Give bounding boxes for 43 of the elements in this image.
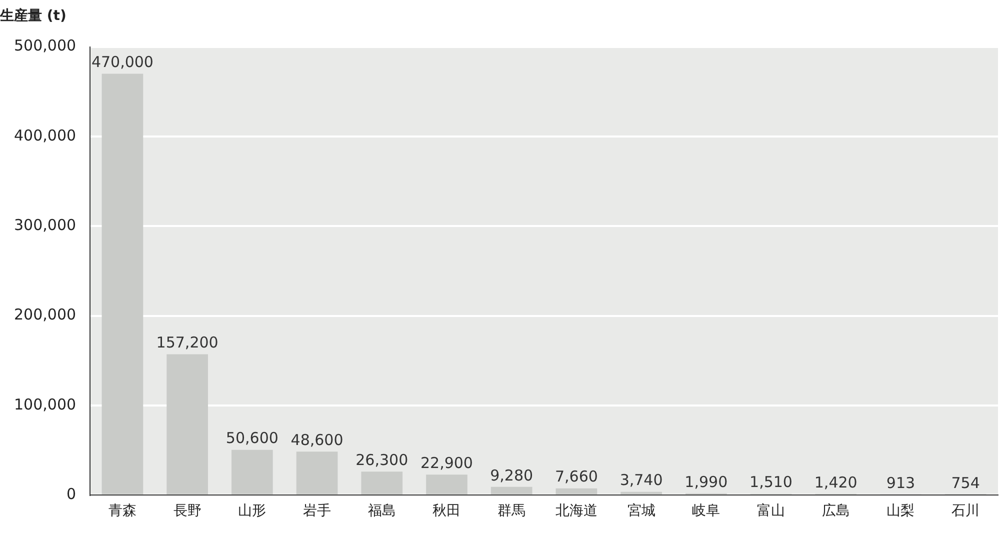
x-tick-label: 岐阜 xyxy=(692,503,720,520)
data-label: 9,280 xyxy=(490,466,534,484)
bar xyxy=(102,74,144,494)
data-label: 22,900 xyxy=(420,454,473,472)
data-label: 1,510 xyxy=(750,473,792,492)
data-label: 157,200 xyxy=(156,334,218,352)
data-label: 26,300 xyxy=(356,451,408,470)
data-label: 1,990 xyxy=(684,472,728,491)
bar xyxy=(426,474,468,494)
bar xyxy=(296,452,338,494)
data-label: 470,000 xyxy=(91,53,154,72)
x-tick-label: 青森 xyxy=(108,503,136,520)
x-tick-label: 岩手 xyxy=(303,503,332,520)
x-tick-label: 群馬 xyxy=(498,503,526,520)
y-tick-label: 100,000 xyxy=(14,395,76,414)
bar xyxy=(556,488,598,494)
x-tick-label: 広島 xyxy=(822,503,850,520)
bar xyxy=(231,450,273,494)
data-label: 50,600 xyxy=(226,429,278,448)
y-axis-title: 生産量 (t) xyxy=(0,7,66,24)
data-label: 7,660 xyxy=(554,468,598,486)
data-label: 3,740 xyxy=(620,471,663,490)
x-tick-label: 北海道 xyxy=(555,503,598,520)
x-tick-label: 福島 xyxy=(368,503,396,520)
x-tick-label: 長野 xyxy=(173,503,202,520)
y-tick-label: 500,000 xyxy=(14,36,76,55)
y-tick-label: 300,000 xyxy=(14,216,76,234)
x-tick-label: 秋田 xyxy=(432,503,461,520)
data-label: 754 xyxy=(951,474,980,492)
bar xyxy=(166,354,208,494)
x-tick-label: 山形 xyxy=(238,503,266,520)
bar xyxy=(490,486,532,494)
bar xyxy=(361,472,403,494)
x-tick-label: 宮城 xyxy=(627,503,656,520)
y-tick-label: 0 xyxy=(66,485,76,504)
x-tick-label: 富山 xyxy=(757,503,786,520)
y-tick-label: 200,000 xyxy=(14,306,76,324)
data-label: 1,420 xyxy=(814,473,858,492)
data-label: 913 xyxy=(886,474,916,492)
data-label: 48,600 xyxy=(290,431,344,450)
x-tick-label: 山梨 xyxy=(886,503,915,520)
x-tick-label: 石川 xyxy=(952,503,980,520)
y-tick-label: 400,000 xyxy=(14,126,76,144)
